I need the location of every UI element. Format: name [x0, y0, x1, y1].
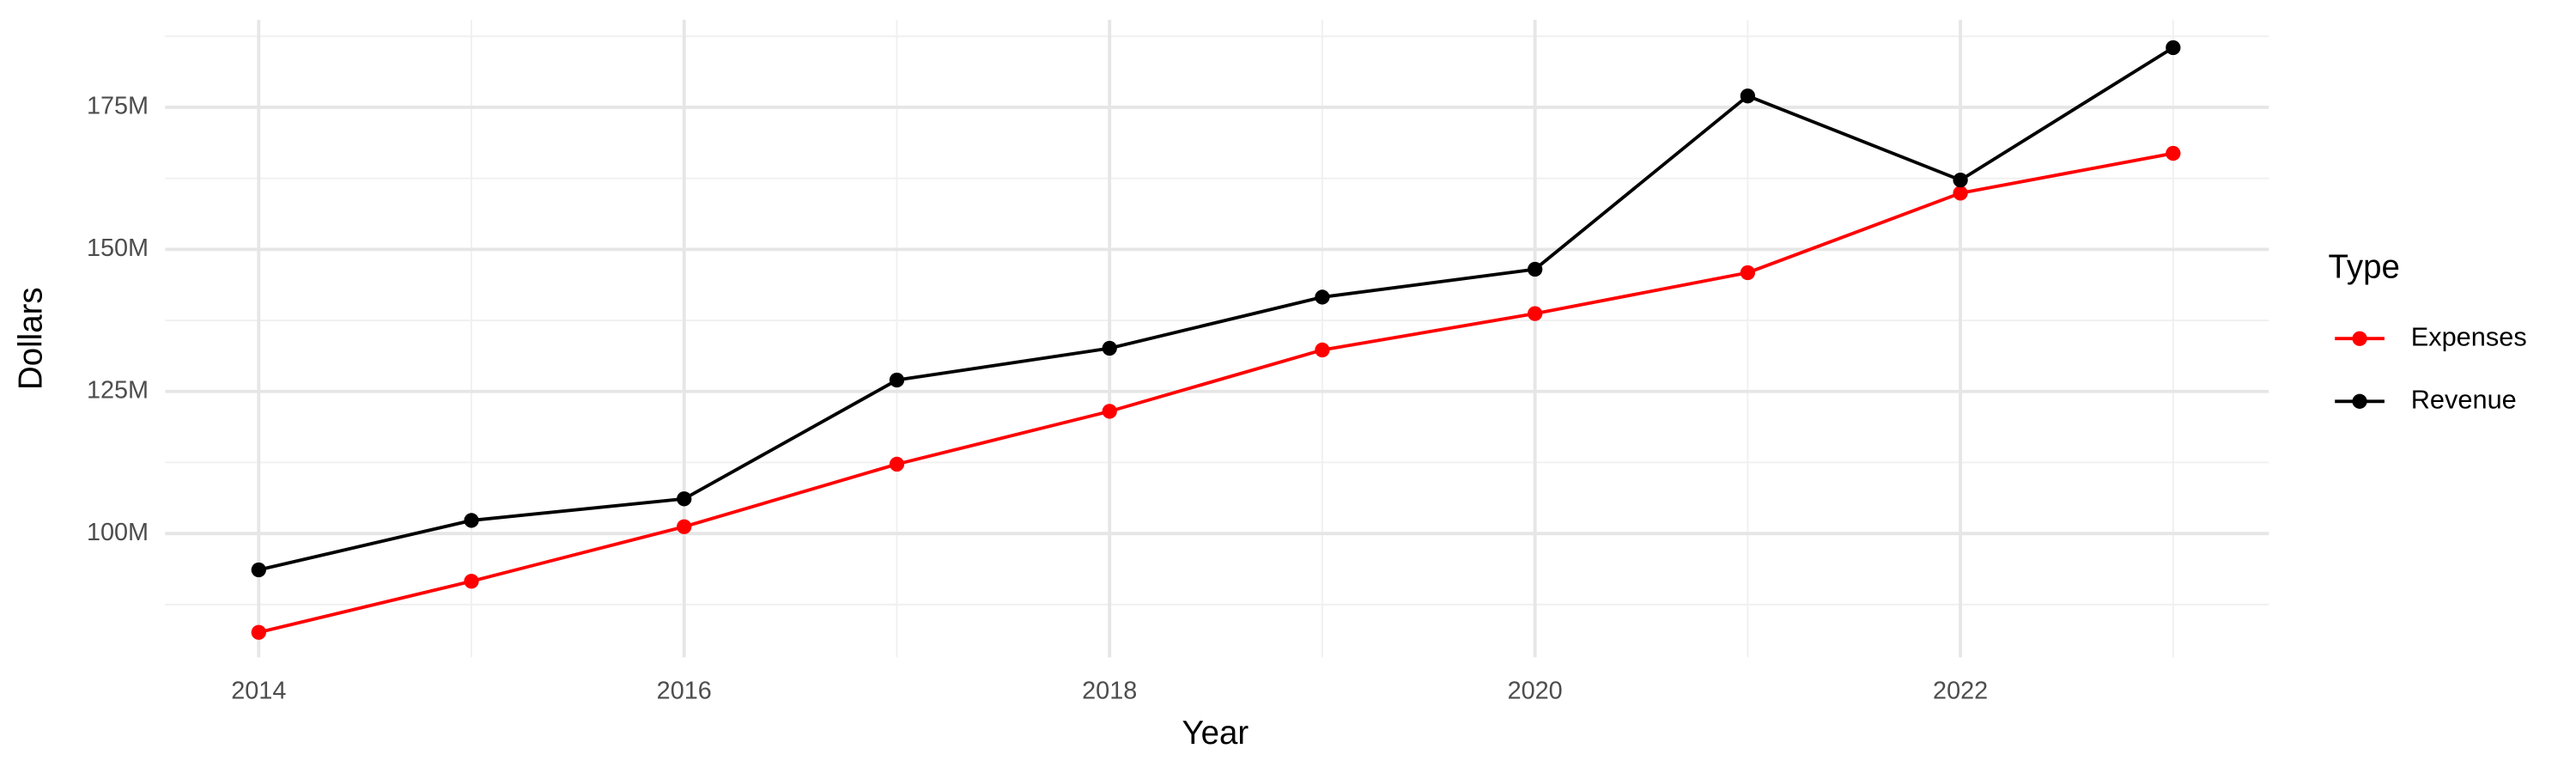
data-point — [1315, 289, 1330, 305]
data-point — [1528, 306, 1543, 321]
data-point — [2166, 40, 2181, 56]
x-axis-title: Year — [1182, 715, 1249, 752]
series-line — [258, 151, 2174, 635]
y-axis-title: Dollars — [13, 287, 50, 390]
x-tick-label: 2014 — [231, 677, 286, 704]
data-point — [1102, 340, 1117, 356]
data-point — [464, 513, 479, 528]
legend-key-point — [2352, 393, 2367, 409]
y-tick-label: 175M — [87, 93, 149, 120]
data-point — [677, 491, 692, 507]
data-point — [1953, 186, 1968, 201]
data-point — [2166, 145, 2181, 161]
x-tick-label: 2022 — [1933, 677, 1988, 704]
series-line — [258, 46, 2174, 572]
data-point — [1315, 342, 1330, 358]
data-point — [677, 519, 692, 534]
y-tick-label: 125M — [87, 376, 149, 404]
data-point — [251, 562, 266, 578]
x-tick-label: 2020 — [1508, 677, 1563, 704]
x-tick-label: 2018 — [1082, 677, 1137, 704]
data-point — [464, 574, 479, 589]
data-point — [1740, 88, 1756, 104]
y-tick-label: 150M — [87, 234, 149, 262]
legend-label: Revenue — [2411, 384, 2517, 414]
legend-label: Expenses — [2411, 321, 2527, 351]
y-tick-label: 100M — [87, 519, 149, 546]
data-point — [251, 624, 266, 640]
data-point — [1740, 265, 1756, 281]
data-point — [889, 456, 905, 472]
data-point — [1528, 261, 1543, 277]
data-point — [889, 372, 905, 388]
legend-key-point — [2352, 331, 2367, 346]
x-tick-label: 2016 — [657, 677, 712, 704]
data-point — [1102, 404, 1117, 419]
data-point — [1953, 172, 1968, 188]
legend-title: Type — [2329, 249, 2400, 286]
